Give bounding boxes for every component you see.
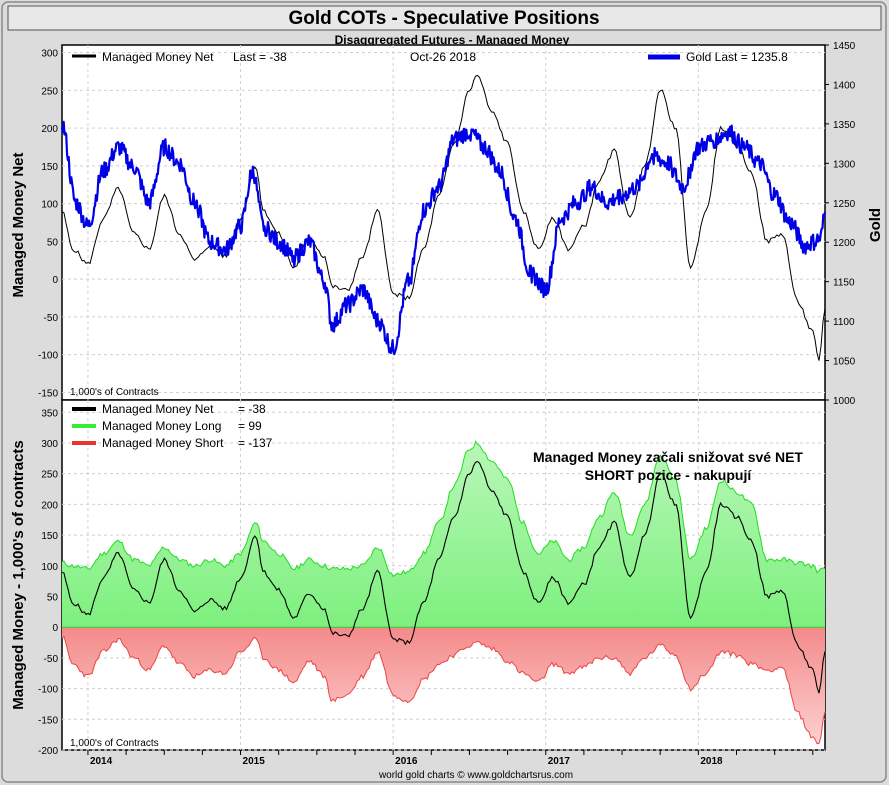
title-band bbox=[7, 5, 882, 31]
bottom-tick-label: 350 bbox=[41, 408, 58, 419]
bottom-tick-label: -150 bbox=[38, 715, 58, 726]
legend-short-value: = -137 bbox=[238, 436, 273, 450]
x-tick-label: 2015 bbox=[243, 756, 266, 767]
top-left-tick-label: -50 bbox=[44, 313, 59, 324]
top-units-note: 1,000's of Contracts bbox=[70, 387, 159, 398]
top-right-tick-label: 1250 bbox=[833, 199, 856, 210]
x-tick-label: 2018 bbox=[700, 756, 723, 767]
top-right-tick-label: 1300 bbox=[833, 159, 856, 170]
chart-title: Gold COTs - Speculative Positions bbox=[288, 8, 599, 29]
legend-bottom-net-label: Managed Money Net bbox=[102, 402, 214, 416]
legend-bottom-net-value: = -38 bbox=[238, 402, 266, 416]
top-left-tick-label: 50 bbox=[47, 237, 59, 248]
footer-credit: world gold charts © www.goldchartsrus.co… bbox=[378, 770, 573, 781]
legend-long-value: = 99 bbox=[238, 419, 262, 433]
x-tick-label: 2017 bbox=[548, 756, 571, 767]
bottom-net-line bbox=[61, 460, 826, 694]
bottom-tick-label: 250 bbox=[41, 470, 58, 481]
top-left-tick-label: 200 bbox=[41, 124, 58, 135]
long-area bbox=[62, 441, 825, 628]
top-right-tick-label: 1100 bbox=[833, 317, 855, 328]
top-right-tick-label: 1400 bbox=[833, 80, 856, 91]
top-right-tick-label: 1050 bbox=[833, 357, 856, 368]
bottom-tick-label: 200 bbox=[41, 500, 58, 511]
top-net-line bbox=[61, 74, 826, 361]
annotation-line-1: Managed Money začali snižovat své NET bbox=[533, 449, 803, 465]
bottom-tick-label: -100 bbox=[38, 685, 58, 696]
top-right-tick-label: 1450 bbox=[833, 41, 856, 52]
x-tick-label: 2016 bbox=[395, 756, 418, 767]
chart-subtitle: Disaggregated Futures - Managed Money bbox=[335, 33, 570, 47]
long-line bbox=[61, 440, 826, 578]
legend-long-label: Managed Money Long bbox=[102, 419, 221, 433]
gold-price-line bbox=[60, 120, 827, 356]
bottom-tick-label: 50 bbox=[47, 592, 59, 603]
short-line bbox=[61, 635, 826, 745]
top-ylabel-left: Managed Money Net bbox=[10, 152, 27, 297]
top-left-tick-label: 250 bbox=[41, 86, 58, 97]
top-line-series bbox=[60, 74, 827, 361]
bottom-tick-label: 0 bbox=[52, 623, 58, 634]
top-right-tick-label: 1000 bbox=[833, 396, 856, 407]
bottom-tick-label: -50 bbox=[44, 654, 59, 665]
annotation-line-2: SHORT pozice - nakupují bbox=[585, 467, 753, 483]
bottom-units-note: 1,000's of Contracts bbox=[70, 738, 159, 749]
top-right-tick-label: 1150 bbox=[833, 278, 855, 289]
legend-gold-label: Gold Last = 1235.8 bbox=[686, 50, 788, 64]
top-left-tick-label: 300 bbox=[41, 49, 58, 60]
bottom-area-series bbox=[61, 440, 826, 745]
top-left-tick-label: -150 bbox=[38, 388, 58, 399]
legend-net-label: Managed Money Net bbox=[102, 50, 214, 64]
x-tick-label: 2014 bbox=[90, 756, 113, 767]
legend-date: Oct-26 2018 bbox=[410, 50, 476, 64]
top-plot-area bbox=[61, 44, 826, 401]
top-right-tick-label: 1200 bbox=[833, 238, 856, 249]
short-area bbox=[62, 627, 825, 744]
top-left-tick-label: 150 bbox=[41, 162, 58, 173]
bottom-tick-label: 100 bbox=[41, 562, 58, 573]
top-left-tick-label: -100 bbox=[38, 351, 58, 362]
top-right-tick-label: 1350 bbox=[833, 120, 856, 131]
axis-ticks: 2014 2015 2016 2017 2018 300 250 200 150 100 50 0 -5… bbox=[38, 41, 856, 767]
bottom-tick-label: 150 bbox=[41, 531, 58, 542]
bottom-tick-label: 300 bbox=[41, 439, 58, 450]
bottom-tick-label: -200 bbox=[38, 746, 58, 757]
top-left-tick-label: 100 bbox=[41, 200, 58, 211]
top-left-tick-label: 0 bbox=[52, 275, 58, 286]
top-ylabel-right: Gold bbox=[867, 208, 884, 242]
legend-net-last: Last = -38 bbox=[233, 50, 287, 64]
legend-short-label: Managed Money Short bbox=[102, 436, 224, 450]
bottom-ylabel: Managed Money - 1,000's of contracts bbox=[10, 440, 27, 709]
